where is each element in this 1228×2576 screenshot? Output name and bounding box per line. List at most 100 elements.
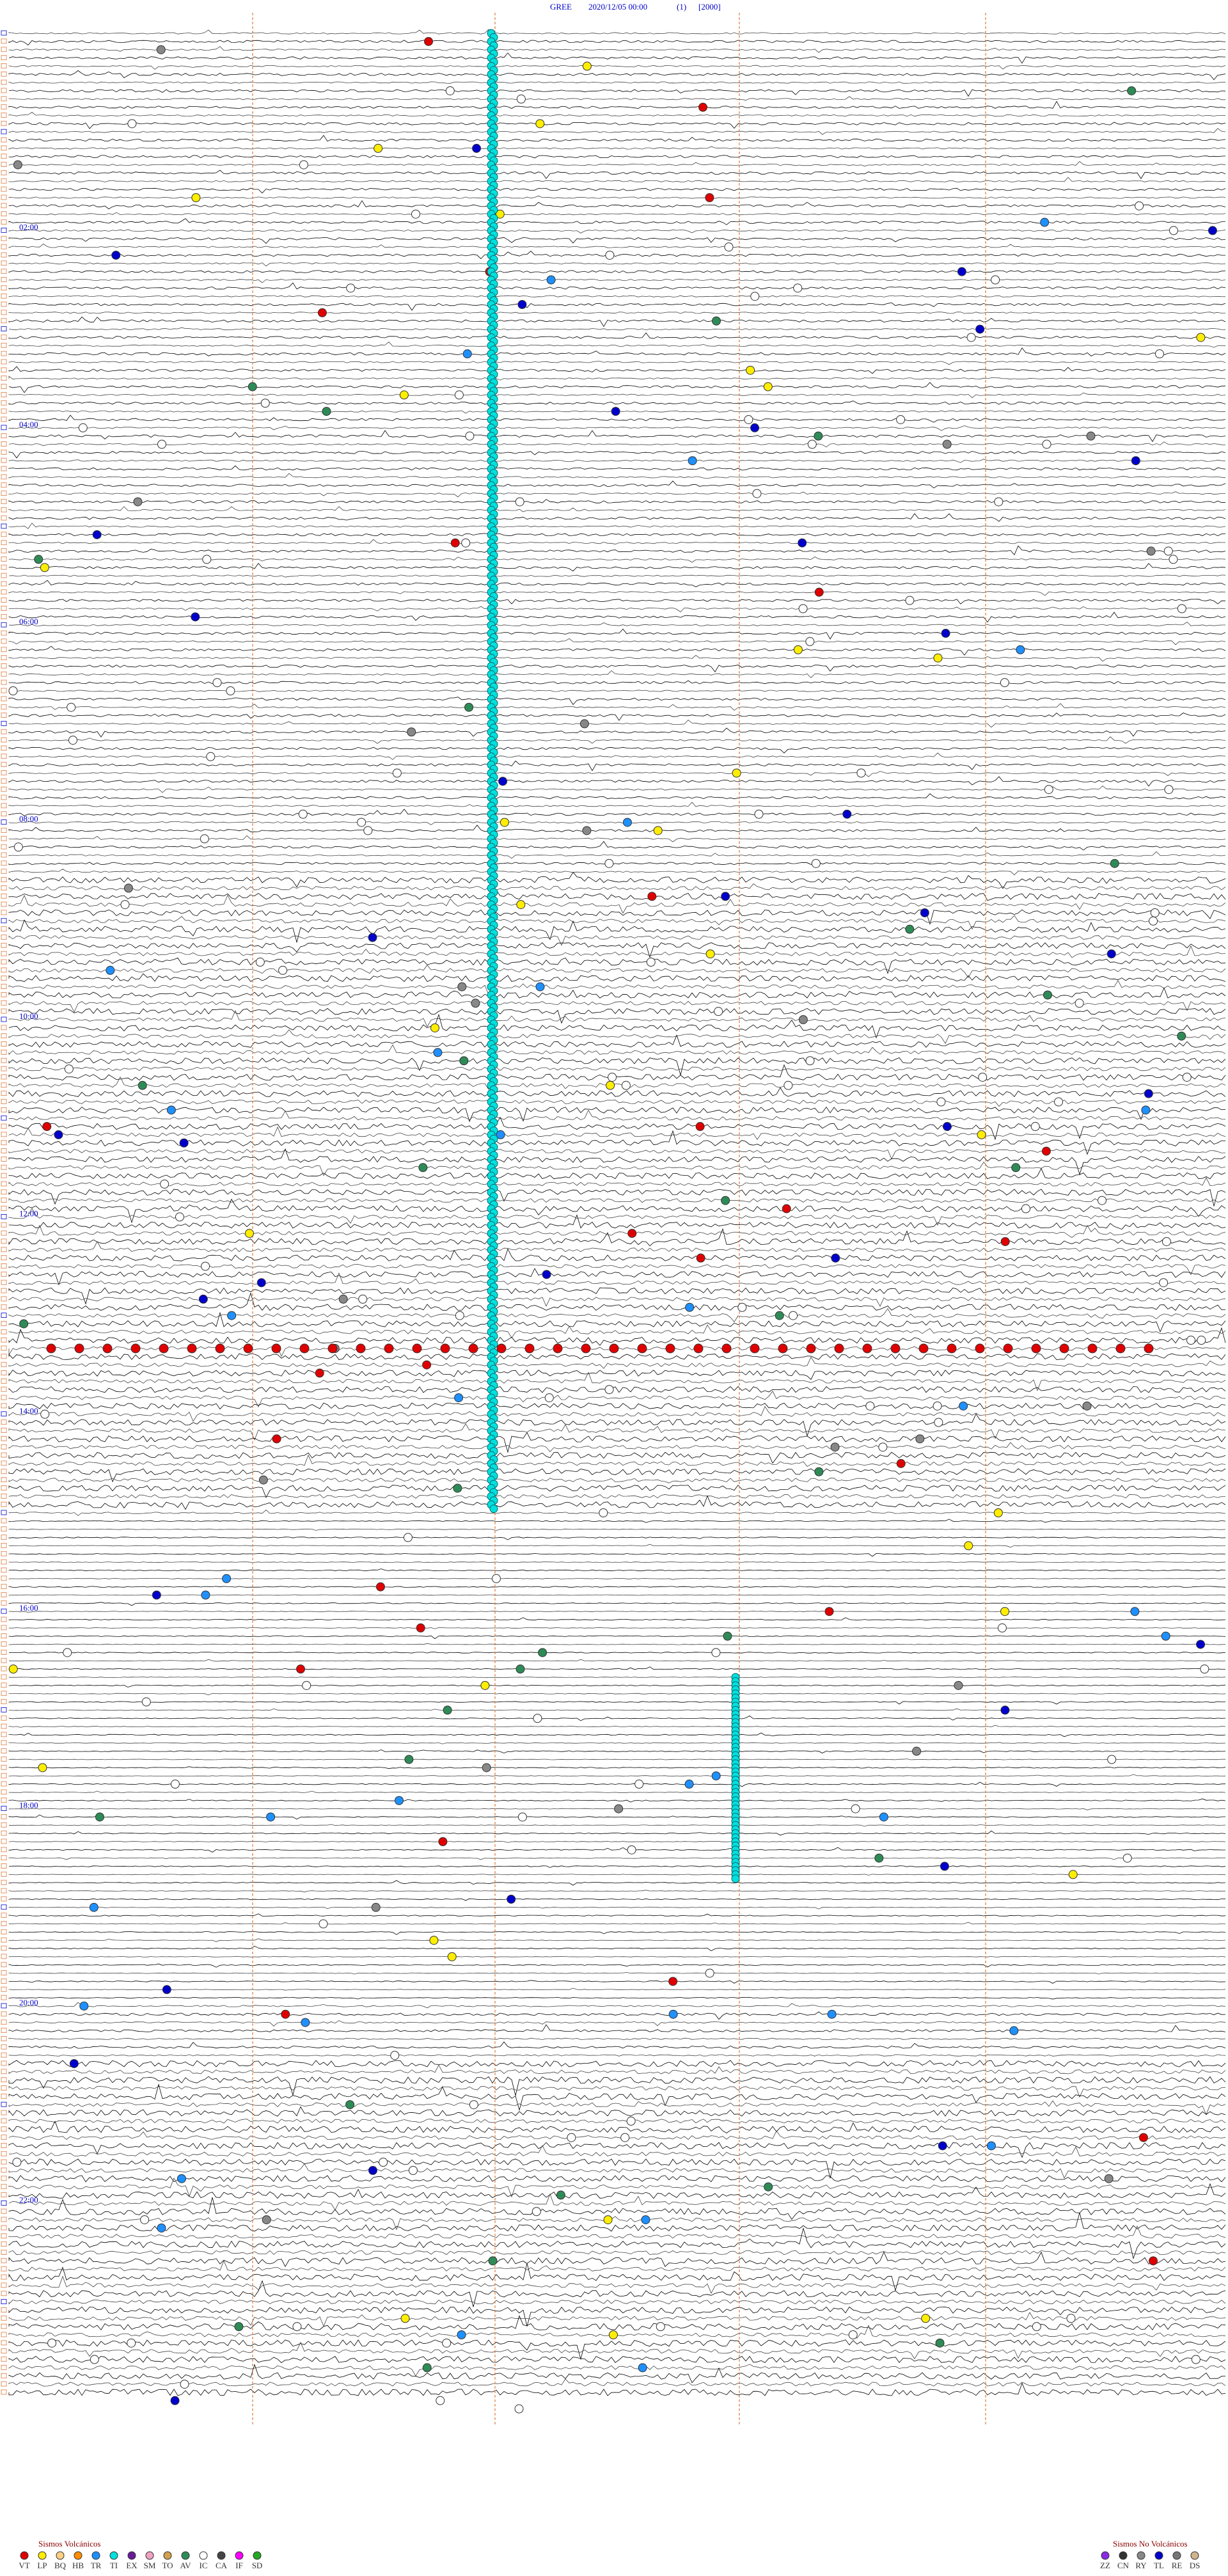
event-marker	[1197, 1336, 1206, 1345]
row-marker	[1, 2110, 7, 2115]
trace	[8, 1824, 1226, 1827]
event-marker	[111, 250, 121, 260]
row-marker	[1, 1559, 7, 1565]
event-marker	[721, 1196, 730, 1205]
event-marker	[445, 86, 455, 95]
trace	[8, 1370, 1226, 1380]
row-marker	[1, 1740, 7, 1746]
row-marker	[1, 2118, 7, 2124]
trace	[8, 1405, 1226, 1422]
row-marker	[1, 1592, 7, 1597]
row-marker	[1, 1041, 7, 1047]
event-marker	[954, 1680, 963, 1690]
event-marker	[711, 316, 721, 326]
event-marker	[1191, 2355, 1200, 2364]
trace	[8, 1057, 1226, 1075]
trace	[8, 1865, 1226, 1868]
event-marker	[1169, 555, 1178, 564]
event-marker	[544, 1393, 554, 1403]
trace	[8, 980, 1226, 996]
trace	[8, 638, 1226, 645]
event-marker	[42, 1122, 52, 1132]
event-marker	[281, 2009, 290, 2019]
trace	[8, 441, 1226, 448]
trace	[8, 591, 1226, 596]
event-marker	[19, 1319, 29, 1329]
row-marker	[1, 1970, 7, 1976]
event-marker	[1082, 1401, 1092, 1410]
row-marker	[1, 1477, 7, 1483]
legend-swatch	[253, 2551, 262, 2560]
event-marker	[450, 538, 460, 548]
event-marker	[684, 1780, 694, 1789]
event-marker	[614, 1804, 624, 1813]
row-marker	[1, 1896, 7, 1902]
row-marker	[1, 1625, 7, 1631]
row-marker	[1, 1485, 7, 1490]
event-marker	[620, 2133, 630, 2142]
row-marker	[1, 47, 7, 52]
row-marker	[1, 162, 7, 168]
trace	[8, 1149, 1226, 1160]
event-marker	[665, 1343, 675, 1354]
event-marker	[991, 275, 1000, 285]
event-marker	[1003, 1343, 1013, 1354]
trace	[8, 1708, 1226, 1711]
row-marker	[1, 474, 7, 480]
trace	[8, 262, 1226, 267]
event-marker	[480, 1680, 490, 1690]
events	[8, 29, 1217, 2414]
trace	[8, 2197, 1226, 2220]
trace	[8, 1076, 1226, 1090]
trace	[8, 122, 1226, 129]
row-marker	[1, 425, 7, 431]
trace	[8, 1880, 1226, 1886]
row-marker	[1, 613, 7, 619]
station: GREE	[550, 2, 572, 12]
row-marker	[1, 260, 7, 266]
trace	[8, 1749, 1226, 1753]
event-marker	[647, 892, 657, 901]
trace	[8, 1000, 1226, 1013]
event-marker	[1115, 1343, 1126, 1354]
event-marker	[608, 1072, 617, 1082]
event-marker	[793, 283, 803, 293]
legend-code: TI	[110, 2561, 118, 2570]
row-marker	[1, 104, 7, 110]
trace	[8, 1029, 1226, 1044]
row-marker	[1, 860, 7, 866]
event-marker	[935, 2338, 945, 2348]
event-marker	[102, 1343, 113, 1354]
trace	[8, 243, 1226, 248]
event-marker	[156, 45, 166, 54]
row-marker	[1, 737, 7, 743]
row-marker	[1, 491, 7, 496]
row-marker	[1, 869, 7, 874]
event-marker	[457, 2330, 466, 2339]
row-marker	[1, 515, 7, 521]
event-marker	[959, 1401, 968, 1410]
event-marker	[430, 1023, 439, 1032]
row-marker	[1, 1748, 7, 1754]
row-marker	[1, 1691, 7, 1696]
row-marker	[1, 1798, 7, 1803]
trace	[8, 1148, 1226, 1176]
legend-code: TL	[1154, 2561, 1164, 2570]
row-marker	[1, 2340, 7, 2346]
event-marker	[461, 538, 471, 548]
trace	[8, 506, 1226, 512]
event-marker	[711, 1771, 721, 1781]
row-marker	[1, 811, 7, 817]
trace	[8, 2121, 1226, 2133]
row-marker	[1, 1008, 7, 1014]
legend-code: ZZ	[1100, 2561, 1110, 2570]
event-marker	[429, 1936, 439, 1945]
trace	[8, 2364, 1226, 2383]
event-marker	[12, 2158, 22, 2167]
event-marker	[418, 1163, 428, 1173]
event-marker	[957, 267, 966, 276]
event-marker	[865, 1401, 875, 1410]
trace	[8, 342, 1226, 348]
event-marker	[1059, 1343, 1069, 1354]
trace	[8, 690, 1226, 692]
